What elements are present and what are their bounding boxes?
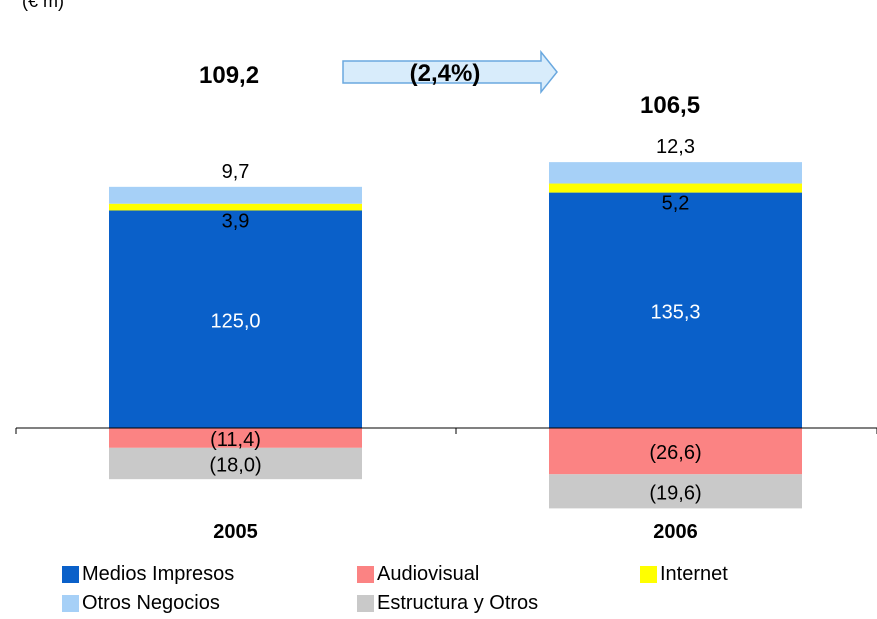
arrow-shape: [342, 49, 558, 95]
bar-audiovisual-2006: [549, 428, 802, 475]
legend-label: Audiovisual: [377, 563, 480, 585]
axis-layer: [15, 427, 877, 434]
legend-swatch: [357, 595, 374, 612]
data-label-otros-negocios-2005: 9,7: [222, 161, 250, 183]
legend-label: Medios Impresos: [82, 563, 235, 585]
bar-medios-impresos-2006: [549, 192, 802, 428]
unit-label: (€ m): [22, 0, 64, 11]
bar-medios-impresos-2005: [109, 210, 362, 428]
legend-swatch: [62, 566, 79, 583]
bar-estructura-y-otros-2006: [549, 474, 802, 509]
legend-item-estructura-y-otros: Estructura y Otros: [357, 592, 538, 615]
category-label-2005: 2005: [213, 521, 258, 543]
bar-internet-2006: [549, 183, 802, 193]
data-label-internet-2005: 3,9: [222, 211, 250, 233]
legend-item-medios-impresos: Medios Impresos: [62, 563, 234, 586]
data-label-estructura-y-otros-2005: (18,0): [209, 454, 261, 476]
legend-swatch: [640, 566, 657, 583]
legend-swatch: [62, 595, 79, 612]
legend-item-otros-negocios: Otros Negocios: [62, 592, 220, 615]
total-2005: 109,2: [199, 62, 260, 89]
data-label-estructura-y-otros-2006: (19,6): [649, 482, 701, 504]
data-label-internet-2006: 5,2: [662, 193, 690, 215]
total-2006: 106,5: [640, 92, 701, 119]
data-label-medios-impresos-2005: 125,0: [210, 310, 260, 332]
data-label-otros-negocios-2006: 12,3: [656, 136, 695, 158]
bars-layer: [109, 162, 802, 509]
change-label: (2,4%): [410, 60, 481, 87]
bar-otros-negocios-2005: [109, 186, 362, 204]
bar-internet-2005: [109, 203, 362, 211]
legend: Medios Impresos Audiovisual Internet Otros …: [62, 563, 862, 619]
legend-item-audiovisual: Audiovisual: [357, 563, 479, 586]
legend-item-internet: Internet: [640, 563, 728, 586]
bar-estructura-y-otros-2005: [109, 447, 362, 480]
stacked-bar-chart: (2,4%) 125,0 3,9 9,7 (11,4) (18,0) 2005 135,3 5…: [15, 49, 877, 543]
change-arrow: (2,4%): [342, 49, 558, 95]
category-label-2006: 2006: [653, 521, 698, 543]
data-label-medios-impresos-2006: 135,3: [650, 301, 700, 323]
data-label-audiovisual-2006: (26,6): [649, 442, 701, 464]
bar-otros-negocios-2006: [549, 162, 802, 184]
legend-label: Estructura y Otros: [377, 592, 539, 614]
bar-audiovisual-2005: [109, 428, 362, 448]
legend-swatch: [357, 566, 374, 583]
legend-label: Otros Negocios: [82, 592, 220, 614]
labels-layer: 125,0 3,9 9,7 (11,4) (18,0) 2005 135,3 5,2 12,3 (…: [209, 136, 701, 543]
legend-label: Internet: [660, 563, 728, 585]
data-label-audiovisual-2005: (11,4): [210, 429, 261, 451]
